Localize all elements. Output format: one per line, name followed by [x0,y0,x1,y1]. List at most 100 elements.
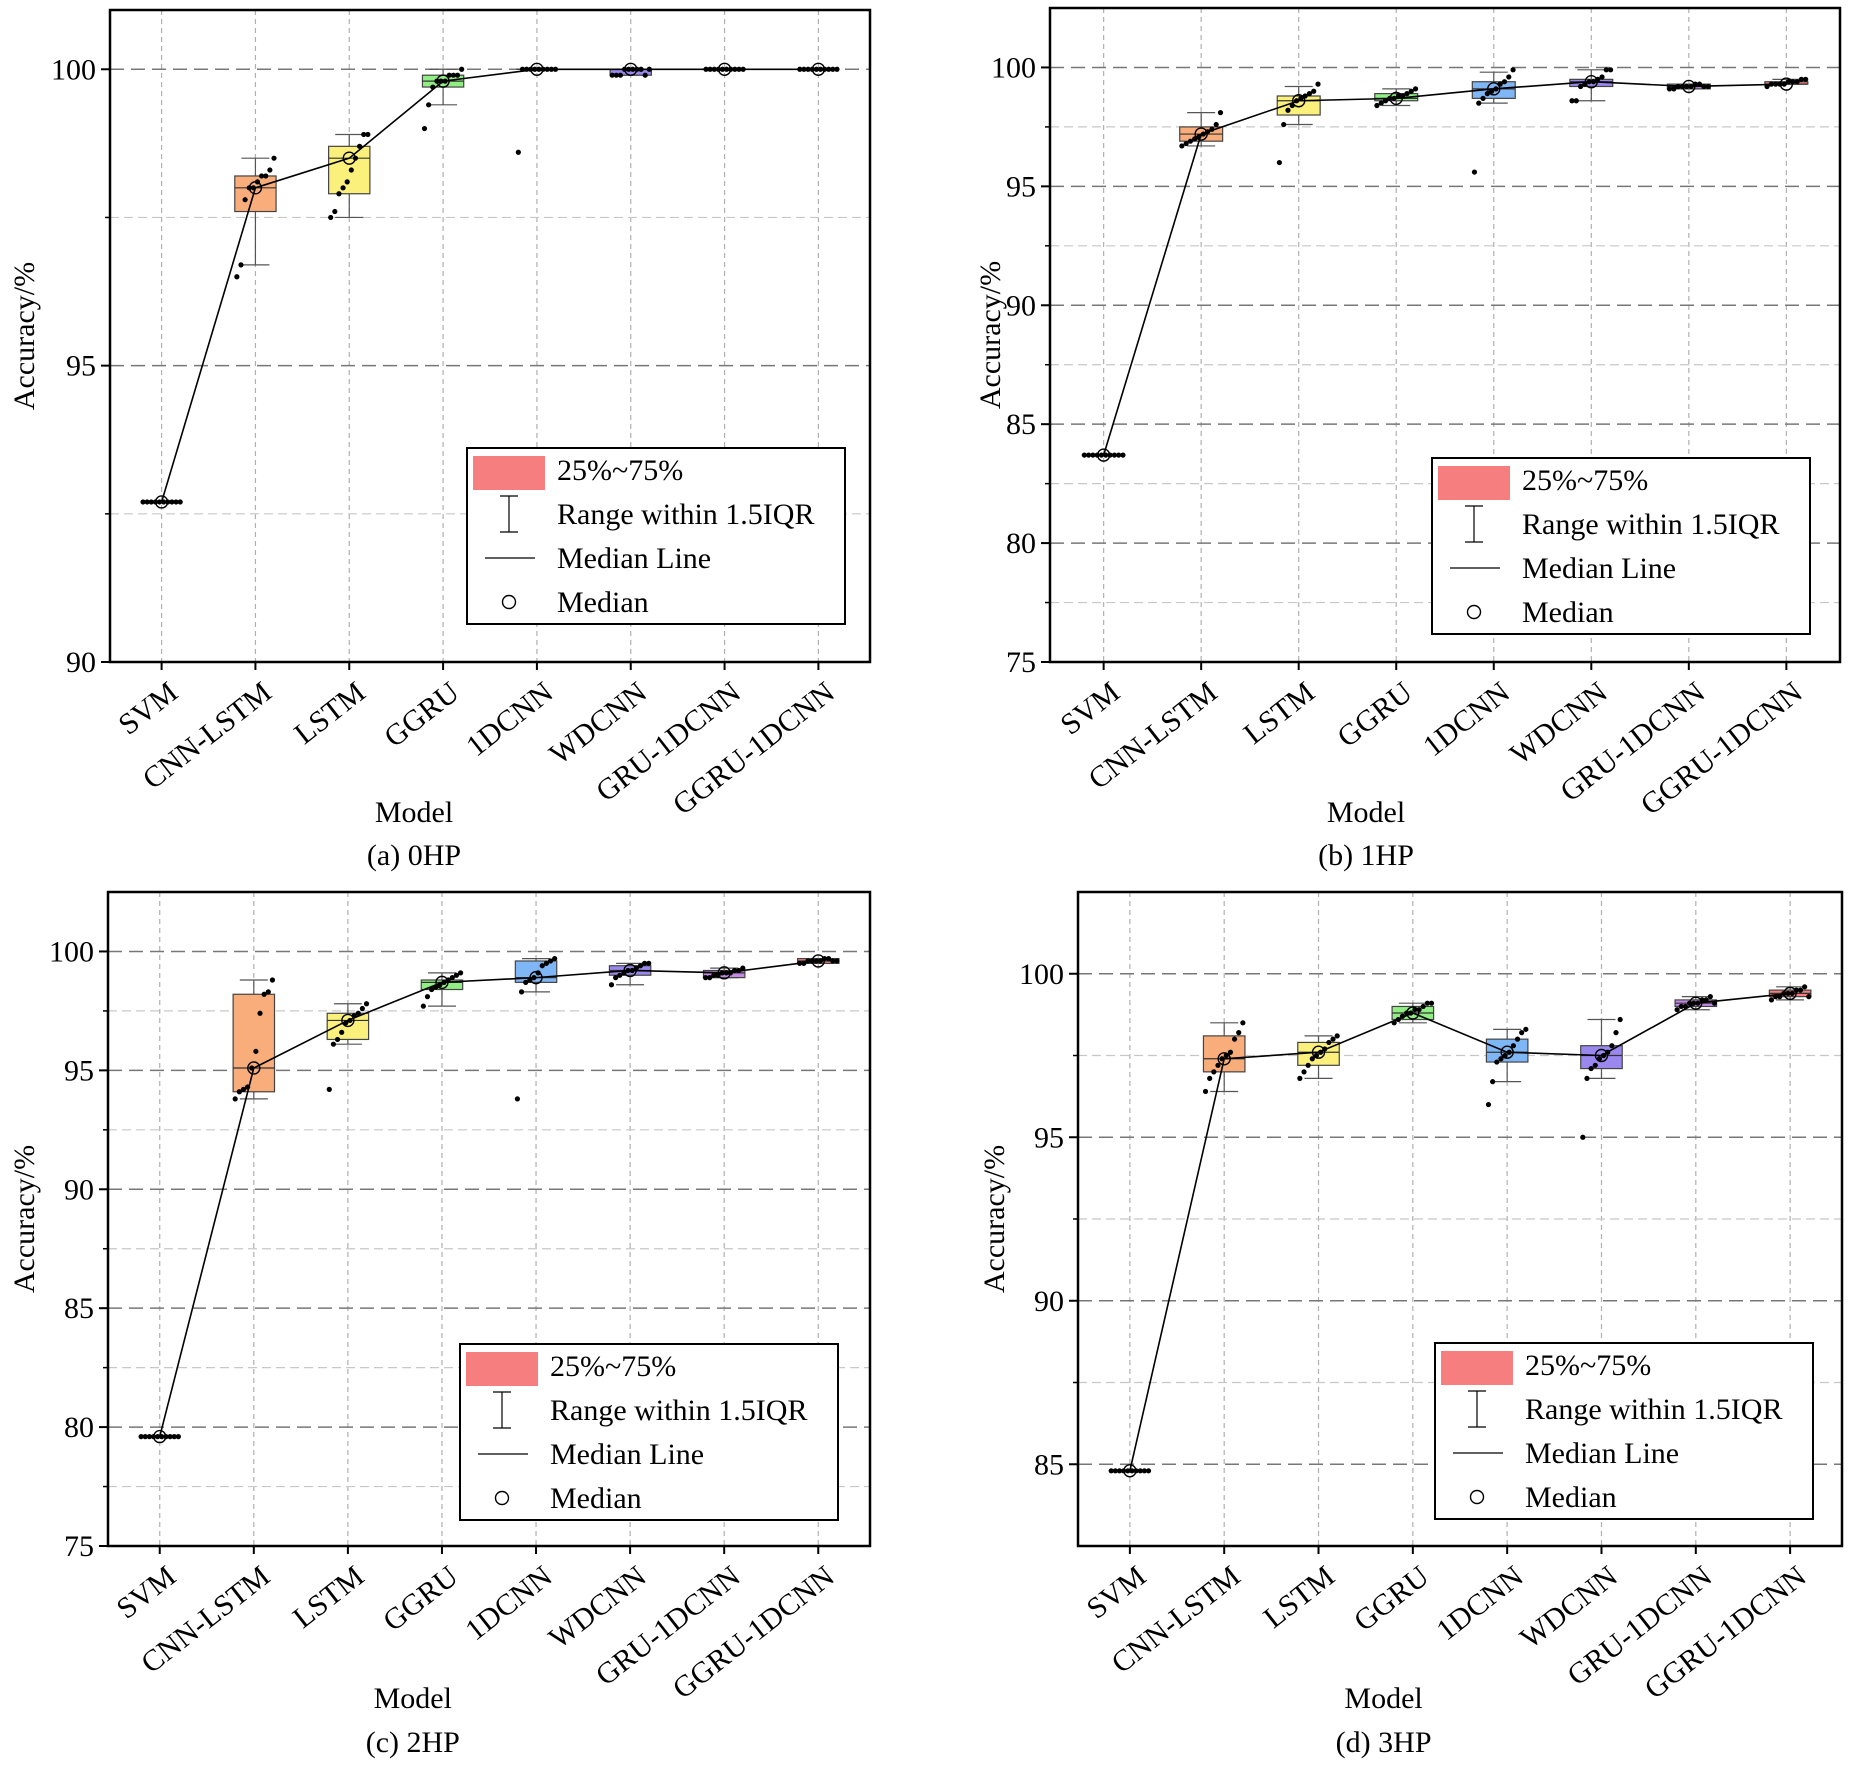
data-point [1569,98,1575,104]
data-point [1707,994,1713,1000]
legend-whisker-label: Range within 1.5IQR [1522,508,1779,541]
data-point [1298,95,1304,101]
data-point [1498,1056,1504,1062]
median-marker [342,151,356,165]
data-point [646,960,652,966]
median-marker [1123,1464,1137,1478]
box-iqr [1485,1038,1529,1063]
data-point [1285,107,1291,113]
data-point [609,72,615,78]
data-point [1187,138,1194,144]
legend-median-marker-icon [501,594,517,610]
data-point [1806,994,1812,1000]
data-point [642,72,648,78]
legend-box-swatch [1441,1351,1513,1385]
data-point [1416,1007,1422,1013]
legend-median-label: Median [557,586,649,619]
data-point [1227,1049,1234,1055]
data-point [539,963,545,969]
data-point [450,72,457,78]
y-tick-label: 85 [1006,408,1036,441]
x-category-label: 1DCNN [460,676,559,764]
data-point [1588,1065,1594,1072]
data-point [144,499,150,505]
data-point [707,975,713,981]
box-iqr [1580,1045,1623,1070]
legend-box-label: 25%~75% [1525,1349,1651,1382]
data-point [454,72,461,78]
data-point [608,982,615,988]
y-tick-label: 100 [1019,958,1064,991]
data-point [702,975,709,981]
data-point [446,72,452,78]
median-marker [811,954,825,968]
data-point [1789,990,1795,996]
y-tick-label: 95 [66,350,96,383]
median-marker [1783,986,1797,1001]
y-tick-label: 75 [64,1530,94,1563]
data-point [140,499,146,505]
data-point [1519,1030,1525,1036]
data-point [1592,1062,1598,1068]
data-point [236,1089,242,1095]
y-tick-label: 80 [1006,527,1036,560]
data-point [271,155,277,161]
y-tick-label: 85 [1034,1448,1064,1481]
legend-median-marker-icon [1466,604,1482,620]
median-connect-line [1129,992,1791,1471]
x-category-label: GGRU [378,675,466,754]
data-point [361,131,367,138]
median-marker [1779,77,1794,91]
median-marker [341,1013,355,1028]
data-point [1231,1036,1238,1042]
median-marker [530,62,544,76]
data-point [1803,76,1809,82]
y-tick-label: 90 [1034,1285,1064,1318]
x-category-label: GGRU-1DCNN [1638,1560,1812,1706]
data-point [740,965,746,971]
y-tick-label: 95 [64,1054,94,1087]
data-point [429,986,435,993]
data-point [332,208,338,215]
data-point [355,1010,361,1016]
legend-box-swatch [466,1352,538,1386]
median-marker [717,966,731,980]
data-point [238,262,244,268]
median-marker [436,74,450,88]
box-iqr [232,993,276,1093]
data-point [336,191,342,197]
median-marker [1096,448,1111,462]
median-marker [624,62,638,76]
data-point [1480,95,1486,101]
data-point [173,499,179,505]
data-point [547,958,554,964]
legend-median-line-label: Median Line [550,1438,704,1471]
y-tick-label: 80 [64,1411,94,1444]
data-point [830,958,836,964]
median-marker [248,181,263,195]
data-point [1617,1016,1623,1023]
data-point [1090,452,1096,458]
data-point [263,173,269,179]
panel-caption: (a) 0HP [367,839,461,872]
data-point [1802,984,1808,990]
data-point [1116,452,1122,458]
x-category-label: LSTM [288,676,371,751]
median-marker [1194,127,1208,141]
y-axis-title: Accuracy/% [978,1145,1011,1293]
median-marker [435,975,449,990]
data-point [167,1434,173,1440]
plot-frame [106,890,872,1548]
data-point [177,499,183,505]
x-category-label: SVM [1081,1560,1153,1626]
legend-median-label: Median [1522,596,1614,629]
x-category-label: LSTM [287,1560,370,1635]
data-point [1510,1043,1516,1049]
data-point [326,1086,332,1092]
median-marker [1311,1045,1326,1059]
median-marker [154,495,169,509]
data-point [261,991,267,997]
data-point [1207,1075,1213,1081]
data-point [1215,1062,1221,1068]
